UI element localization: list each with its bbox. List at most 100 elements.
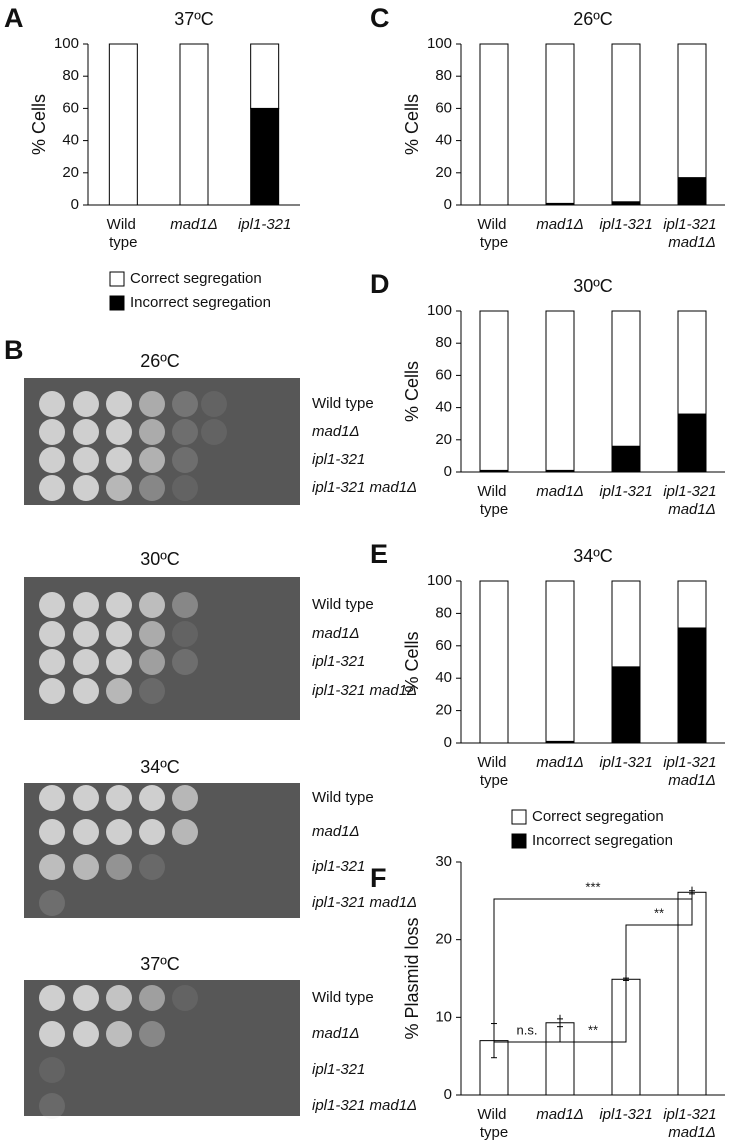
strain-label: ipl1-321 mad1Δ xyxy=(312,894,417,911)
bar xyxy=(545,1022,575,1096)
plate-title: 30ºC xyxy=(140,549,180,569)
y-tick-label: 60 xyxy=(435,637,452,654)
x-tick-label: ipl1-321 mad1Δ xyxy=(663,1106,721,1141)
bar-segment xyxy=(108,43,138,206)
colony-spot xyxy=(106,819,132,845)
y-tick-label: 60 xyxy=(435,99,452,116)
colony-spot xyxy=(39,785,65,811)
legend-swatch xyxy=(511,833,527,849)
colony-spot xyxy=(139,621,165,647)
colony-spot xyxy=(73,475,99,501)
x-tick-label: ipl1-321 mad1Δ xyxy=(663,754,721,789)
y-tick-label: 0 xyxy=(444,1086,452,1103)
colony-spot xyxy=(106,1021,132,1047)
strain-label: mad1Δ xyxy=(312,1025,360,1042)
colony-spot xyxy=(139,1021,165,1047)
legend-label: Correct segregation xyxy=(130,270,262,287)
colony-spot xyxy=(73,985,99,1011)
significance-label: n.s. xyxy=(517,1022,538,1037)
bar xyxy=(677,891,707,1096)
significance-label: ** xyxy=(654,905,664,920)
colony-spot xyxy=(106,447,132,473)
colony-spot xyxy=(172,819,198,845)
colony-spot xyxy=(39,1093,65,1119)
colony-spot xyxy=(139,419,165,445)
chart-title: 34ºC xyxy=(573,546,613,566)
y-tick-label: 80 xyxy=(435,67,452,84)
colony-spot xyxy=(139,475,165,501)
colony-spot xyxy=(139,678,165,704)
y-axis-label: % Plasmid loss xyxy=(402,917,422,1039)
colony-spot xyxy=(39,985,65,1011)
colony-spot xyxy=(39,890,65,916)
strain-label: mad1Δ xyxy=(312,423,360,440)
y-tick-label: 20 xyxy=(435,431,452,448)
colony-spot xyxy=(73,419,99,445)
bar-segment xyxy=(677,627,707,744)
bar-segment xyxy=(611,580,641,668)
strain-label: ipl1-321 xyxy=(312,858,365,875)
panel-letter: E xyxy=(370,539,388,569)
colony-spot xyxy=(106,592,132,618)
x-tick-label: mad1Δ xyxy=(536,754,584,771)
bar-segment xyxy=(479,580,509,744)
colony-spot xyxy=(106,985,132,1011)
colony-spot xyxy=(139,985,165,1011)
colony-spot xyxy=(139,391,165,417)
colony-spot xyxy=(39,475,65,501)
bar-segment xyxy=(545,580,575,742)
x-tick-label: mad1Δ xyxy=(536,216,584,233)
colony-spot xyxy=(106,621,132,647)
x-tick-label: mad1Δ xyxy=(536,1106,584,1123)
colony-spot xyxy=(172,649,198,675)
y-tick-label: 100 xyxy=(427,302,452,319)
legend-swatch xyxy=(109,295,125,311)
significance-bracket xyxy=(559,974,627,1043)
colony-spot xyxy=(139,592,165,618)
colony-spot xyxy=(172,391,198,417)
y-tick-label: 20 xyxy=(62,164,79,181)
colony-spot xyxy=(172,475,198,501)
bar-segment xyxy=(611,445,641,473)
bar-segment xyxy=(611,310,641,447)
strain-label: Wild type xyxy=(312,789,374,806)
panel-letter: D xyxy=(370,269,390,299)
colony-spot xyxy=(106,854,132,880)
strain-label: Wild type xyxy=(312,989,374,1006)
colony-spot xyxy=(106,419,132,445)
y-tick-label: 40 xyxy=(62,132,79,149)
y-tick-label: 20 xyxy=(435,931,452,948)
x-tick-label: Wild type xyxy=(477,216,510,251)
colony-spot xyxy=(73,785,99,811)
x-tick-label: ipl1-321 xyxy=(599,483,652,500)
colony-spot xyxy=(39,447,65,473)
colony-spot xyxy=(39,1021,65,1047)
x-tick-label: ipl1-321 mad1Δ xyxy=(663,216,721,251)
bar-segment xyxy=(677,310,707,415)
colony-spot xyxy=(139,785,165,811)
colony-spot xyxy=(39,649,65,675)
colony-spot xyxy=(73,391,99,417)
y-tick-label: 40 xyxy=(435,669,452,686)
x-tick-label: mad1Δ xyxy=(536,483,584,500)
colony-spot xyxy=(73,819,99,845)
colony-spot xyxy=(39,819,65,845)
bar-segment xyxy=(611,666,641,744)
colony-spot xyxy=(39,391,65,417)
strain-label: mad1Δ xyxy=(312,823,360,840)
bar-segment xyxy=(611,43,641,203)
y-tick-label: 40 xyxy=(435,132,452,149)
bar-segment xyxy=(677,43,707,179)
colony-spot xyxy=(172,419,198,445)
colony-spot xyxy=(106,649,132,675)
bar-segment xyxy=(479,310,509,471)
colony-spot xyxy=(73,1021,99,1047)
plate-title: 37ºC xyxy=(140,954,180,974)
colony-spot xyxy=(39,419,65,445)
colony-spot xyxy=(172,592,198,618)
y-tick-label: 40 xyxy=(435,399,452,416)
colony-spot xyxy=(172,447,198,473)
y-tick-label: 20 xyxy=(435,164,452,181)
y-axis-label: % Cells xyxy=(402,94,422,155)
strain-label: ipl1-321 xyxy=(312,653,365,670)
